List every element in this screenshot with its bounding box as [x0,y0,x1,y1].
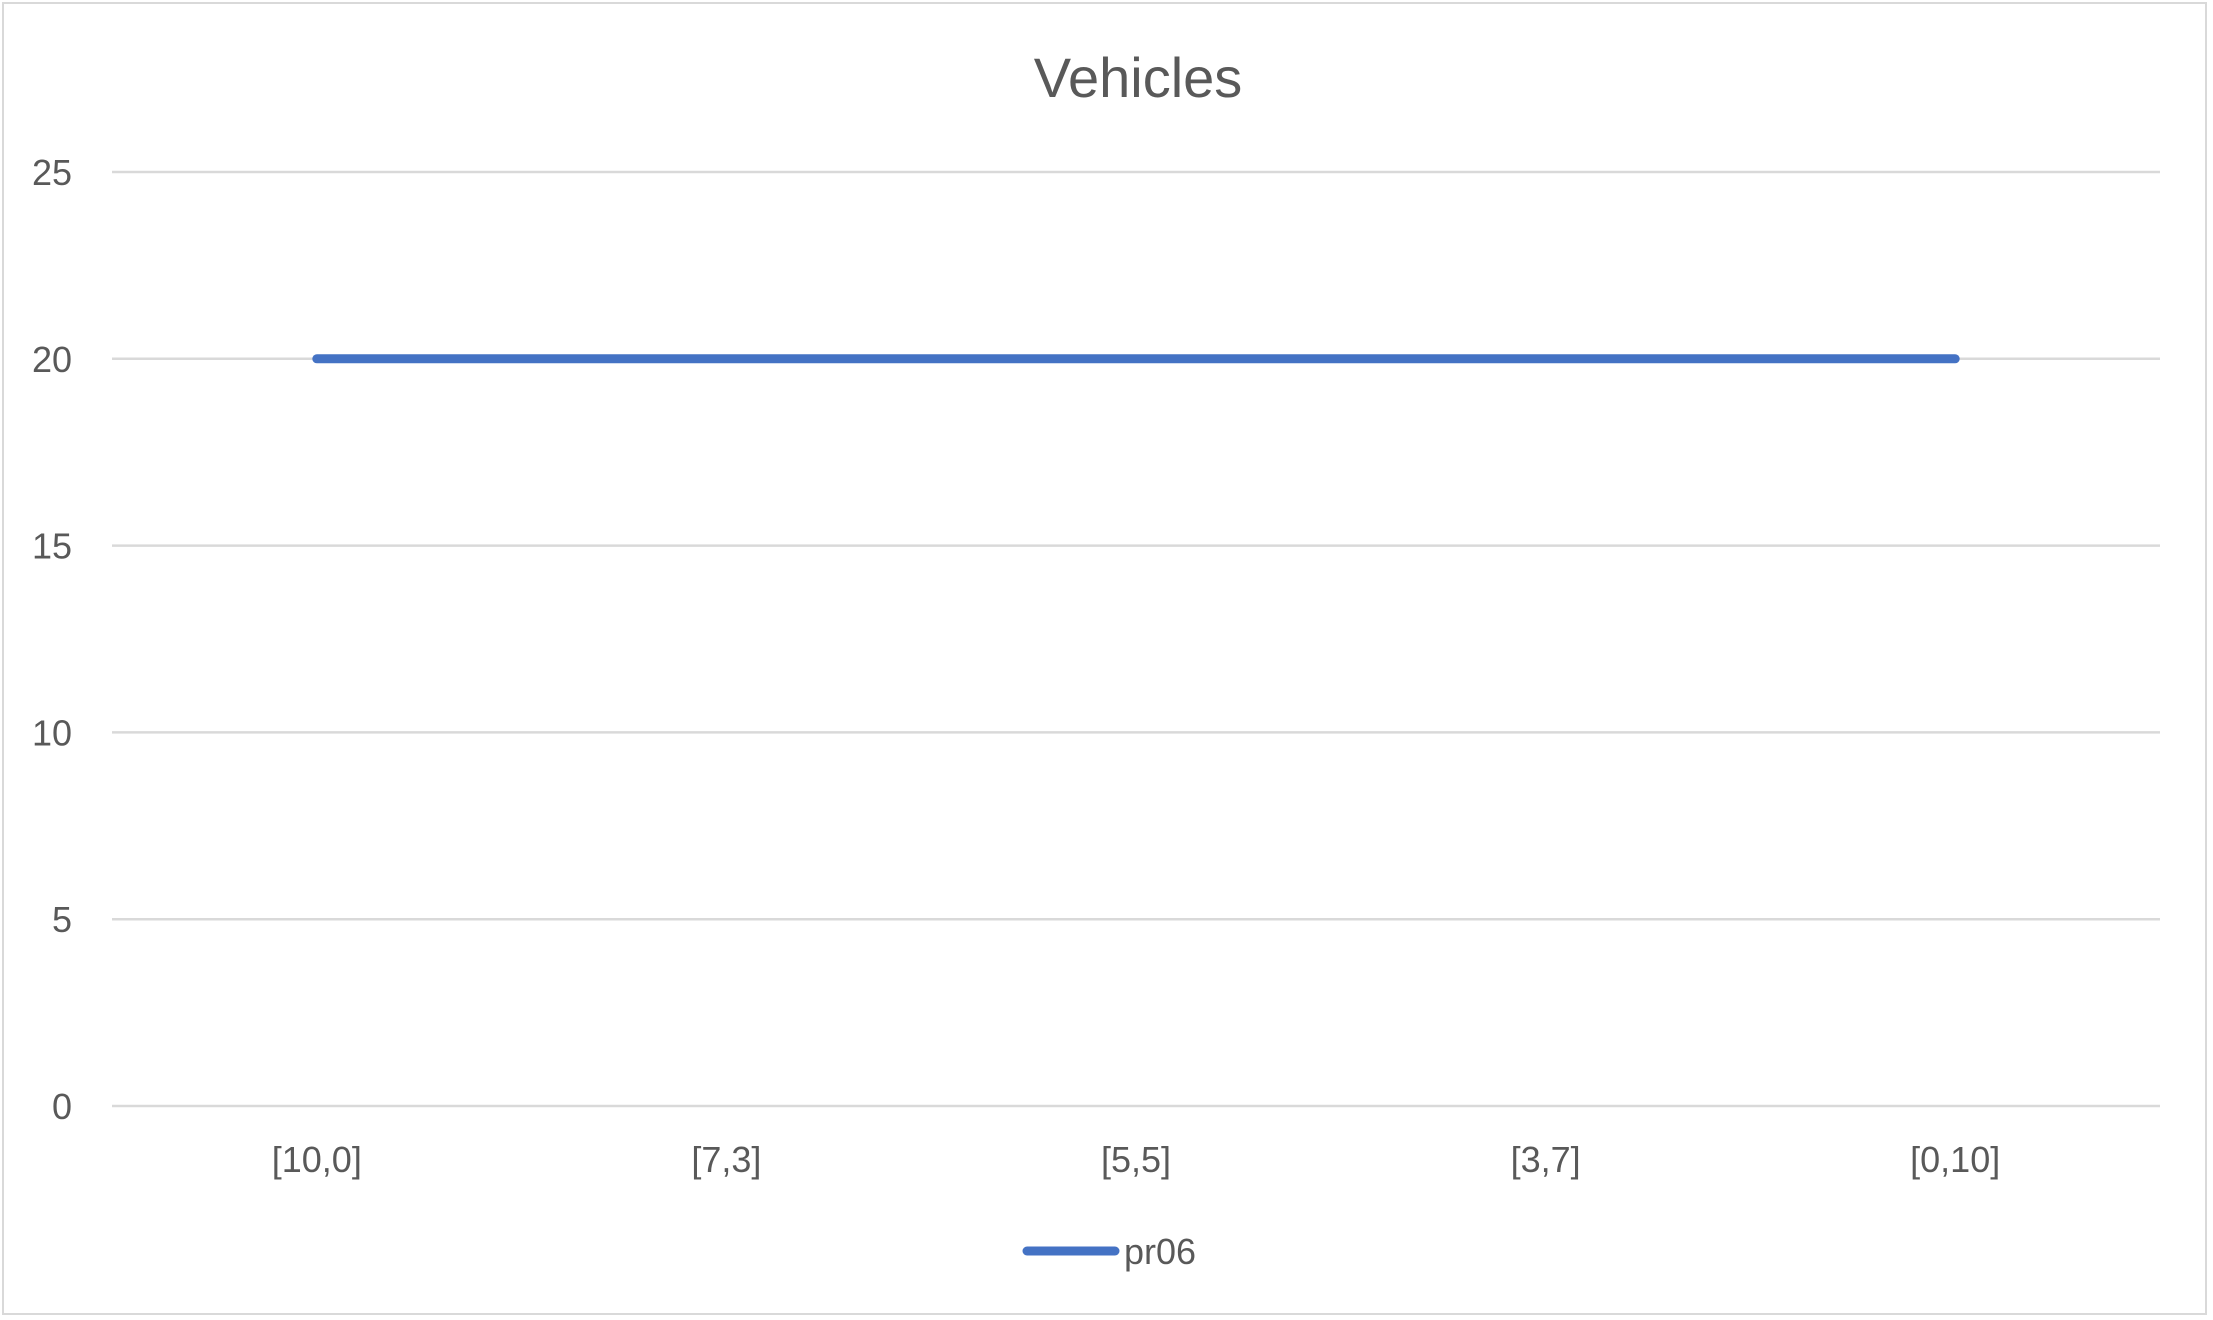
y-tick-label-25: 25 [32,152,72,193]
x-tick-label-1: [7,3] [691,1139,761,1180]
gridlines [112,170,2160,1108]
y-tick-label-20: 20 [32,339,72,380]
x-tick-label-0: [10,0] [272,1139,362,1180]
y-tick-label-15: 15 [32,526,72,567]
x-tick-label-3: [3,7] [1511,1139,1581,1180]
legend: pr06 [1022,1231,1196,1272]
y-tick-label-0: 0 [52,1086,72,1127]
y-axis-ticks: 0 5 10 15 20 25 [32,152,72,1127]
chart-title: Vehicles [1034,46,1243,109]
x-tick-label-2: [5,5] [1101,1139,1171,1180]
y-tick-label-10: 10 [32,712,72,753]
legend-label-pr06: pr06 [1124,1231,1196,1272]
x-axis-ticks: [10,0] [7,3] [5,5] [3,7] [0,10] [272,1139,2000,1180]
x-tick-label-4: [0,10] [1910,1139,2000,1180]
y-tick-label-5: 5 [52,899,72,940]
